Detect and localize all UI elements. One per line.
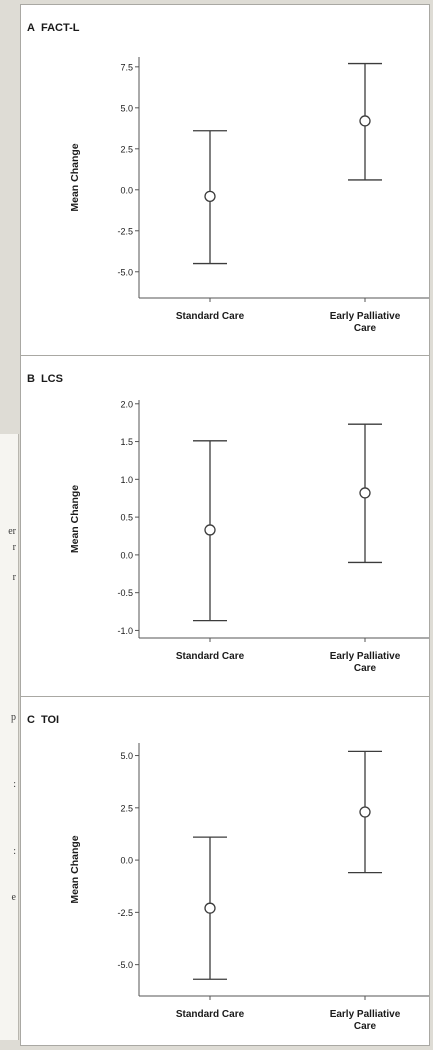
- mean-point: [204, 190, 216, 203]
- panel-title: B LCS: [27, 373, 63, 385]
- y-axis-label: Mean Change: [69, 143, 81, 211]
- chart-svg: -5.0 -2.5 0.0 2.5 5.0 Mean Change Standard Car…: [69, 743, 429, 1032]
- article-text-fragment: :: [13, 779, 16, 790]
- panel-letter: A: [27, 22, 35, 34]
- x-tick-label: Early Palliative: [330, 311, 401, 322]
- y-tick-label: -2.5: [117, 226, 133, 236]
- y-tick-label: -5.0: [117, 267, 133, 277]
- mean-point: [359, 487, 371, 499]
- x-tick-label: Standard Care: [176, 651, 245, 662]
- x-tick-label: Standard Care: [176, 1009, 245, 1020]
- x-tick-label: Early Palliative: [330, 651, 401, 662]
- y-tick-label: 7.5: [120, 62, 133, 72]
- y-axis-label: Mean Change: [69, 485, 81, 553]
- panel-divider: [21, 696, 429, 697]
- y-tick-label: 0.0: [120, 185, 133, 195]
- panel-letter: C: [27, 714, 35, 726]
- y-tick-label: 2.0: [120, 399, 133, 409]
- article-text-fragment: p: [11, 712, 16, 723]
- panel-title-text: FACT-L: [40, 22, 80, 34]
- panel-fact-l: A FACT-L -5.0 -2.5 0.0 2.5 5.0 7.5 Mean Change S…: [21, 5, 429, 355]
- panel-divider: [21, 355, 429, 356]
- x-tick-label: Early Palliative: [330, 1009, 401, 1020]
- panel-title: C TOI: [27, 714, 59, 726]
- article-text-strip: er r r p : : e: [0, 434, 19, 1040]
- mean-point: [359, 806, 371, 818]
- mean-point: [204, 524, 216, 536]
- panel-toi: C TOI -5.0 -2.5 0.0 2.5 5.0 Mean Change Standar…: [21, 697, 429, 1045]
- article-text-fragment: r: [12, 572, 16, 583]
- panel-title: A FACT-L: [27, 22, 79, 34]
- article-text-fragment: :: [13, 846, 16, 857]
- y-tick-label: 2.5: [120, 803, 133, 813]
- y-tick-label: 0.5: [120, 513, 133, 523]
- panel-title-text: LCS: [40, 373, 63, 385]
- y-tick-label: 1.0: [120, 475, 133, 485]
- y-tick-label: 0.0: [120, 856, 133, 866]
- y-tick-label: 2.5: [120, 144, 133, 154]
- mean-point: [204, 902, 216, 914]
- y-tick-label: -0.5: [117, 588, 133, 598]
- y-axis-label: Mean Change: [69, 835, 81, 903]
- figure: A FACT-L -5.0 -2.5 0.0 2.5 5.0 7.5 Mean Change S…: [20, 4, 430, 1046]
- article-text-fragment: r: [12, 542, 16, 553]
- article-text-fragment: er: [8, 526, 16, 537]
- y-tick-label: -1.0: [117, 626, 133, 636]
- y-tick-label: 5.0: [120, 103, 133, 113]
- x-tick-label: Standard Care: [176, 311, 245, 322]
- x-tick-label: Care: [354, 663, 377, 674]
- y-tick-label: -2.5: [117, 908, 133, 918]
- x-tick-label: Care: [354, 323, 377, 334]
- y-tick-label: 1.5: [120, 437, 133, 447]
- chart-svg: -5.0 -2.5 0.0 2.5 5.0 7.5 Mean Change Standard …: [69, 57, 429, 334]
- x-tick-label: Care: [354, 1021, 377, 1032]
- y-tick-label: 0.0: [120, 550, 133, 560]
- panel-title-text: TOI: [40, 714, 60, 726]
- chart-svg: -1.0 -0.5 0.0 0.5 1.0 1.5 2.0 Mean Change Standa…: [69, 399, 429, 674]
- mean-point: [359, 115, 371, 127]
- article-text-fragment: e: [11, 892, 16, 903]
- y-tick-label: 5.0: [120, 751, 133, 761]
- y-tick-label: -5.0: [117, 960, 133, 970]
- panel-letter: B: [27, 373, 35, 385]
- panel-lcs: B LCS -1.0 -0.5 0.0 0.5 1.0 1.5 2.0 Mean Change S…: [21, 356, 429, 696]
